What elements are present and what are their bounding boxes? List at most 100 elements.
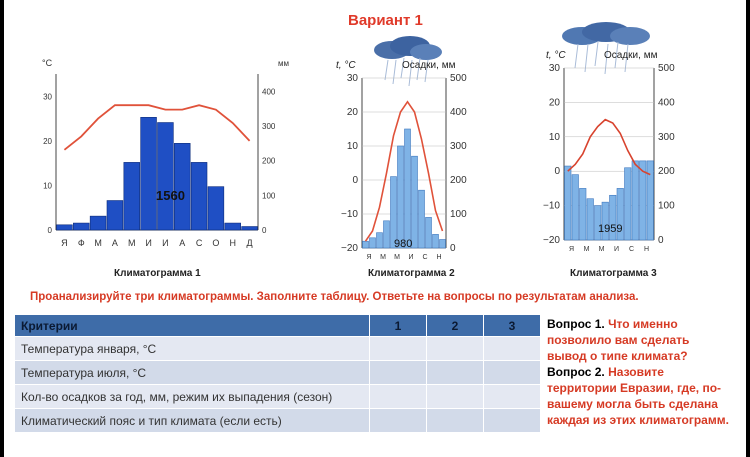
precip-unit-label: Осадки, мм	[402, 60, 456, 71]
answer-cell[interactable]	[483, 336, 541, 361]
month-label: А	[112, 238, 118, 248]
answer-cell[interactable]	[426, 384, 484, 409]
temp-tick-label: −20	[543, 235, 560, 246]
month-label: М	[380, 254, 386, 261]
precip-tick-label: 200	[658, 166, 675, 177]
precip-bar	[425, 217, 432, 249]
table-row: Температура июля, °С	[14, 360, 541, 385]
precip-bar	[174, 143, 191, 231]
precip-bar	[241, 226, 258, 231]
temp-unit-label: t, °C	[336, 60, 356, 71]
row-label: Температура января, °С	[14, 336, 370, 361]
header-col-2: 2	[426, 314, 484, 337]
month-label: О	[212, 238, 219, 248]
climatogram-2: t, °C Осадки, мм −20−1001020300100200300…	[336, 36, 467, 261]
month-label: И	[162, 238, 168, 248]
precip-tick-label: 300	[262, 122, 276, 131]
precip-bar	[564, 165, 572, 241]
precip-bar	[631, 160, 639, 241]
header-criteria: Критерии	[14, 314, 370, 337]
precip-bar	[594, 205, 602, 241]
precip-bar	[369, 237, 376, 249]
month-label: М	[94, 238, 102, 248]
month-label: Я	[569, 246, 574, 253]
variant-title: Вариант 1	[348, 12, 423, 29]
temp-tick-label: 0	[554, 166, 560, 177]
month-label: С	[196, 238, 203, 248]
temp-unit-label: °C	[42, 58, 53, 68]
precip-bar	[123, 162, 140, 231]
table-row: Кол-во осадков за год, мм, режим их выпа…	[14, 384, 541, 409]
question-1: Вопрос 1. Что именно позволило вам сдела…	[547, 317, 690, 363]
answer-cell[interactable]	[369, 384, 427, 409]
row-label: Кол-во осадков за год, мм, режим их выпа…	[14, 384, 370, 409]
answer-cell[interactable]	[426, 408, 484, 433]
month-label: С	[422, 254, 427, 261]
answer-cell[interactable]	[369, 336, 427, 361]
precip-bar	[73, 222, 90, 231]
climatogram-3: t, °C Осадки, мм −20−1001020300100200300…	[543, 22, 675, 253]
precip-bar	[601, 201, 609, 241]
answer-cell[interactable]	[369, 408, 427, 433]
precip-tick-label: 100	[658, 201, 675, 212]
month-label: М	[599, 246, 605, 253]
precip-bar	[89, 215, 107, 231]
table-header-row: Критерии 1 2 3	[14, 314, 541, 337]
temp-tick-label: 20	[43, 137, 52, 146]
precip-bar	[571, 174, 579, 241]
month-label: С	[629, 246, 634, 253]
answer-cell[interactable]	[483, 360, 541, 385]
precip-bar	[439, 239, 446, 249]
questions-block: Вопрос 1. Что именно позволило вам сдела…	[547, 316, 732, 428]
answer-cell[interactable]	[369, 360, 427, 385]
temp-tick-label: 0	[352, 175, 358, 186]
month-label: Д	[247, 238, 253, 248]
precip-bar	[362, 240, 369, 249]
precip-bar	[646, 160, 654, 241]
question-2: Вопрос 2. Назовите территории Евразии, г…	[547, 365, 729, 427]
month-label: Н	[436, 254, 441, 261]
precip-bar	[404, 128, 411, 249]
answer-cell[interactable]	[426, 360, 484, 385]
month-label: И	[614, 246, 619, 253]
row-label: Климатический пояс и тип климата (если е…	[14, 408, 370, 433]
precip-bar	[390, 176, 397, 249]
answer-cell[interactable]	[426, 336, 484, 361]
criteria-table: Критерии 1 2 3 Температура января, °С Те…	[14, 314, 541, 433]
temperature-line	[567, 118, 651, 176]
table-row: Климатический пояс и тип климата (если е…	[14, 408, 541, 433]
precip-bar	[383, 220, 390, 249]
precip-bar	[411, 155, 418, 249]
precip-tick-label: 500	[658, 63, 675, 74]
precip-unit-label: Осадки, мм	[604, 50, 658, 61]
answer-cell[interactable]	[483, 384, 541, 409]
precip-bar	[609, 194, 617, 241]
month-label: Н	[230, 238, 237, 248]
month-label: Я	[366, 254, 371, 261]
precip-bar	[586, 198, 594, 241]
temp-tick-label: 30	[549, 63, 561, 74]
precip-tick-label: 100	[450, 209, 467, 220]
temperature-line	[364, 100, 444, 242]
precip-bar	[418, 189, 425, 249]
temp-tick-label: 10	[347, 141, 359, 152]
precip-bar	[190, 162, 208, 231]
answer-cell[interactable]	[483, 408, 541, 433]
precip-tick-label: 400	[658, 97, 675, 108]
temp-tick-label: 0	[48, 226, 53, 235]
row-label: Температура июля, °С	[14, 360, 370, 385]
temp-tick-label: −10	[543, 201, 560, 212]
header-col-3: 3	[483, 314, 541, 337]
temp-tick-label: 30	[347, 73, 359, 84]
month-label: М	[128, 238, 136, 248]
month-label: А	[179, 238, 185, 248]
precip-bar	[624, 167, 632, 241]
precip-bar	[639, 160, 647, 241]
header-col-1: 1	[369, 314, 427, 337]
precip-bar	[397, 145, 404, 249]
temp-tick-label: 10	[549, 132, 561, 143]
precip-bar	[224, 222, 241, 231]
precip-unit-label: мм	[278, 59, 289, 68]
precip-bar	[376, 232, 383, 249]
